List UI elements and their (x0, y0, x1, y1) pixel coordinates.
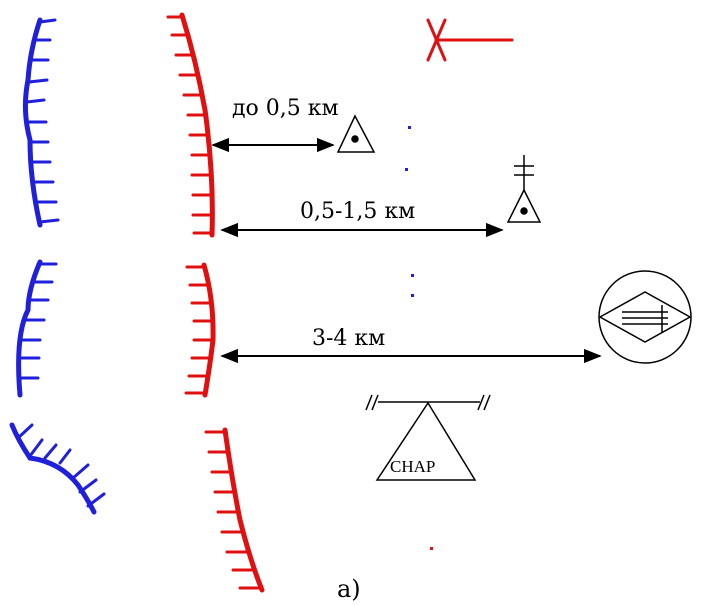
headquarters-icon (598, 270, 692, 364)
enemy-marker-icon (426, 18, 514, 62)
command-observation-post-icon (506, 155, 542, 223)
map-dots (405, 126, 433, 550)
friendly-line-middle (16, 259, 58, 398)
friendly-line-bottom (9, 422, 106, 515)
distance-label-1: до 0,5 км (232, 96, 339, 121)
enemy-line-top (166, 12, 215, 238)
artillery-position-icon (365, 394, 491, 481)
enemy-line-bottom (204, 427, 265, 593)
distance-label-2: 0,5-1,5 км (300, 199, 415, 224)
distance-label-3: 3-4 км (312, 326, 385, 351)
friendly-line-top (22, 17, 60, 228)
figure-caption: а) (337, 575, 361, 603)
observation-post-icon (336, 114, 376, 153)
enemy-line-middle (184, 262, 216, 398)
artillery-label: СНАР (390, 457, 435, 476)
